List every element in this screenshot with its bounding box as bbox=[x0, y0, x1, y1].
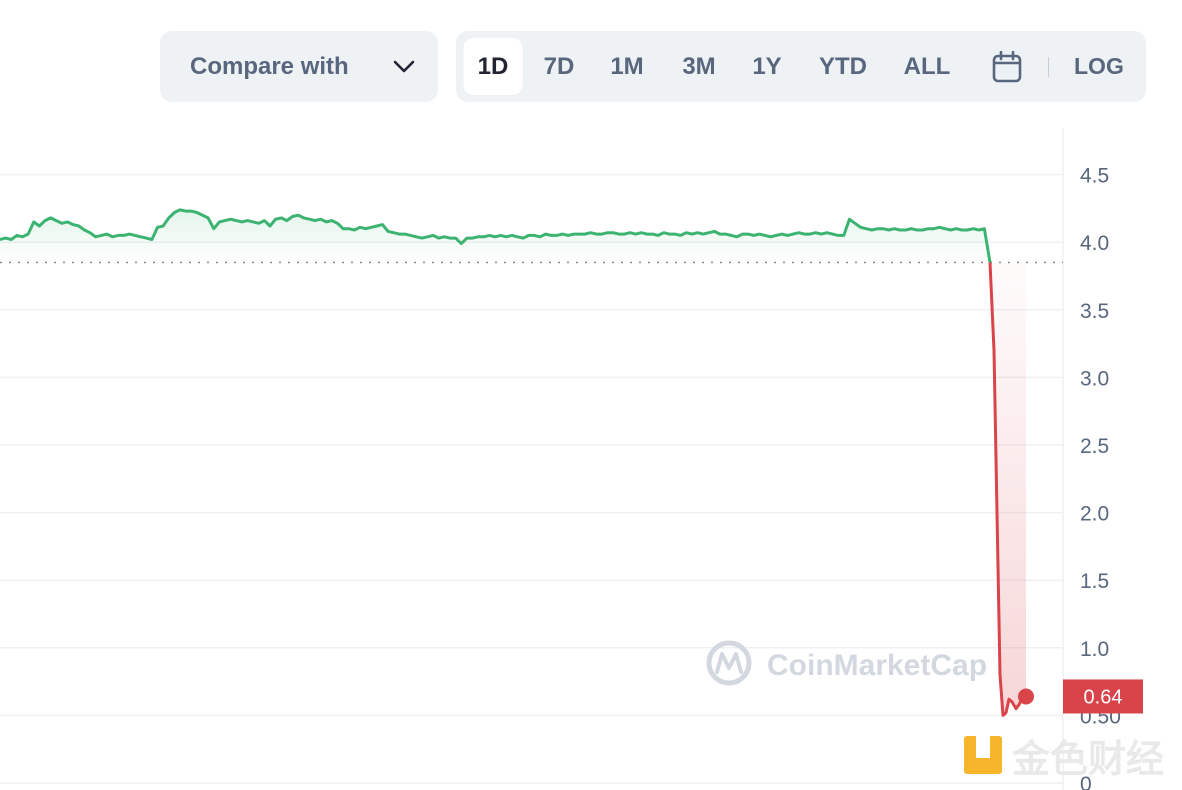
range-all-button[interactable]: ALL bbox=[903, 53, 951, 80]
coinmarketcap-watermark-text: CoinMarketCap bbox=[767, 649, 987, 682]
y-tick-label: 2.5 bbox=[1080, 435, 1109, 458]
calendar-icon[interactable] bbox=[992, 50, 1022, 83]
y-tick-label: 0 bbox=[1080, 773, 1092, 790]
last-price-dot bbox=[1018, 688, 1034, 705]
y-tick-label: 2.0 bbox=[1080, 503, 1109, 526]
time-range-selector: 1D 7D 1M 3M 1Y YTD ALL LOG bbox=[456, 31, 1146, 102]
y-tick-label: 4.5 bbox=[1080, 165, 1109, 188]
current-price-tag: 0.64 bbox=[1063, 679, 1143, 714]
jinse-watermark-text: 金色财经 bbox=[1011, 737, 1164, 781]
jinse-watermark: 金色财经 bbox=[964, 736, 1164, 781]
chevron-down-icon bbox=[392, 55, 416, 79]
coinmarketcap-logo-icon bbox=[706, 640, 752, 686]
up-area-fill bbox=[0, 209, 990, 263]
current-price-label: 0.64 bbox=[1084, 686, 1123, 708]
range-1y-button[interactable]: 1Y bbox=[752, 53, 782, 80]
range-ytd-button[interactable]: YTD bbox=[819, 53, 867, 80]
compare-with-dropdown[interactable]: Compare with bbox=[160, 31, 438, 102]
log-scale-button[interactable]: LOG bbox=[1074, 53, 1124, 79]
up-series-line bbox=[0, 208, 992, 263]
jinse-logo-cutout bbox=[976, 736, 990, 758]
y-tick-label: 1.0 bbox=[1080, 638, 1109, 661]
y-tick-label: 3.5 bbox=[1080, 300, 1109, 323]
coinmarketcap-logo-mark bbox=[715, 652, 743, 674]
down-series-line bbox=[988, 262, 1027, 717]
compare-with-label: Compare with bbox=[190, 52, 349, 80]
y-tick-label: 3.0 bbox=[1080, 367, 1109, 390]
coinmarketcap-watermark: CoinMarketCap bbox=[706, 640, 987, 686]
y-tick-label: 4.0 bbox=[1080, 232, 1109, 255]
range-3m-button[interactable]: 3M bbox=[682, 53, 716, 80]
gridlines bbox=[0, 173, 1063, 784]
current-price-tag-bg bbox=[1063, 679, 1143, 714]
range-1m-button[interactable]: 1M bbox=[610, 53, 644, 80]
toolbar-divider bbox=[1048, 57, 1049, 77]
range-7d-button[interactable]: 7D bbox=[543, 53, 575, 80]
y-tick-label: 1.5 bbox=[1080, 570, 1109, 593]
y-axis-ticks: 4.54.03.53.02.52.01.51.00.500 bbox=[1080, 165, 1121, 790]
range-1d-button[interactable]: 1D bbox=[463, 38, 523, 95]
